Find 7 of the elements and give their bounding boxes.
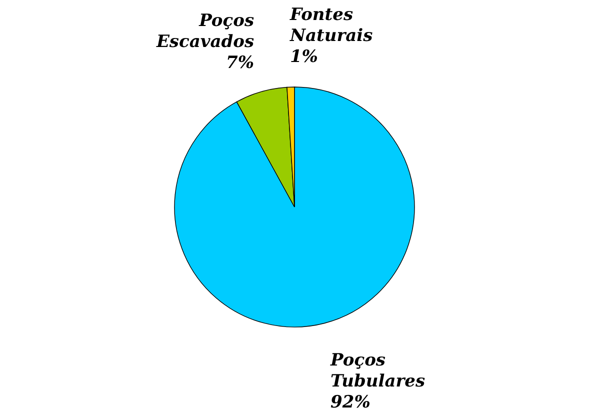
slice-label: Fontes Naturais <box>288 5 374 46</box>
data-label: 92% <box>330 392 370 412</box>
slice-label: Poços Escavados <box>155 10 254 52</box>
pie-slice <box>174 86 415 328</box>
data-label: 1% <box>290 47 318 68</box>
data-label: 7% <box>226 52 254 73</box>
slice-label: Poços Tubulares <box>330 350 426 392</box>
